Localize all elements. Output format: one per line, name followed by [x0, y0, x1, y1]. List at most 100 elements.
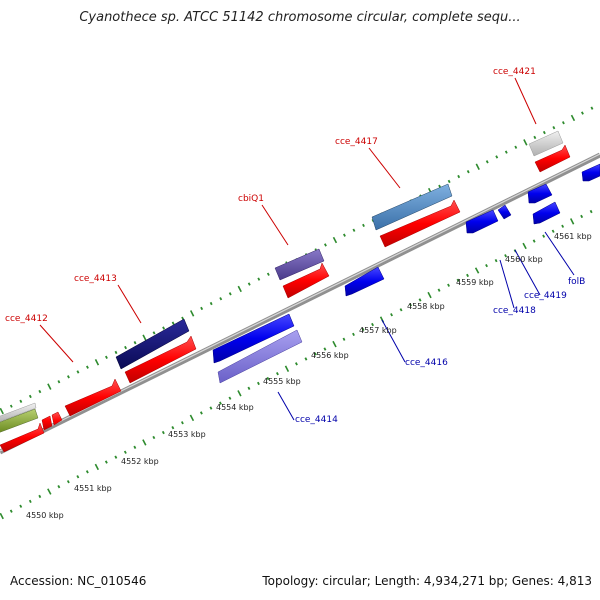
- tick-mark: [199, 411, 203, 415]
- tick-mark: [542, 234, 546, 238]
- tick-mark: [456, 278, 460, 283]
- kbp-labels: 4550 kbp 4551 kbp 4552 kbp 4553 kbp 4554…: [26, 232, 592, 520]
- tick-mark: [161, 430, 165, 435]
- feature-cce-4418-small[interactable]: [497, 204, 512, 220]
- tick-mark: [552, 125, 556, 130]
- kbp-label: 4561 kbp: [554, 232, 592, 241]
- tick-mark: [332, 340, 337, 348]
- label-cce-4421[interactable]: cce_4421: [493, 67, 536, 77]
- gene-labels: cce_4412 cce_4413 cbiQ1 cce_4417 cce_442…: [5, 67, 585, 425]
- kbp-label: 4551 kbp: [74, 484, 112, 493]
- kbp-label: 4557 kbp: [359, 326, 397, 335]
- tick-mark: [447, 179, 451, 184]
- tick-mark: [437, 288, 441, 292]
- kbp-label: 4560 kbp: [505, 255, 543, 264]
- kbp-label: 4554 kbp: [216, 403, 254, 412]
- tick-mark: [38, 389, 42, 394]
- feature-cce-4421[interactable]: [534, 144, 571, 173]
- feature-cce-4414-top[interactable]: [212, 313, 295, 364]
- tick-mark: [485, 160, 489, 164]
- feature-cce-4418[interactable]: [465, 209, 499, 234]
- tick-mark: [494, 259, 498, 263]
- tick-mark: [28, 499, 32, 503]
- tick-mark: [247, 386, 251, 391]
- tick-mark: [352, 228, 356, 232]
- tick-mark: [200, 306, 204, 311]
- label-cce-4412[interactable]: cce_4412: [5, 314, 48, 324]
- tick-mark: [457, 174, 461, 179]
- feature-olive[interactable]: [0, 408, 39, 433]
- tick-mark: [466, 169, 470, 174]
- tick-mark: [237, 285, 242, 293]
- tick-mark: [314, 352, 317, 356]
- tick-mark: [257, 277, 261, 281]
- feature-cce-4421-top[interactable]: [528, 130, 564, 157]
- label-cce-4413[interactable]: cce_4413: [74, 274, 117, 284]
- tick-mark: [180, 421, 184, 425]
- feature-red-small[interactable]: [41, 411, 63, 431]
- tick-mark: [399, 308, 403, 312]
- kbp-label: 4556 kbp: [311, 351, 349, 360]
- tick-mark: [94, 463, 100, 471]
- tick-mark: [551, 229, 555, 233]
- label-folb[interactable]: folB: [568, 277, 585, 287]
- tick-mark: [57, 380, 61, 384]
- kbp-label: 4555 kbp: [263, 377, 301, 386]
- chromosome-backbone: [0, 152, 600, 455]
- feature-grey-left[interactable]: [0, 402, 37, 423]
- tick-mark: [189, 310, 195, 317]
- tick-mark: [9, 404, 13, 408]
- tick-mark: [514, 145, 518, 149]
- kbp-label: 4559 kbp: [456, 278, 494, 287]
- feature-cce-4417[interactable]: [379, 199, 461, 248]
- feature-cce-4419[interactable]: [527, 183, 553, 204]
- feature-cbiq1-top[interactable]: [274, 248, 325, 281]
- feature-cce-4412[interactable]: [64, 378, 122, 417]
- tick-mark: [589, 209, 593, 214]
- tick-mark: [67, 375, 70, 379]
- label-cce-4418[interactable]: cce_4418: [493, 306, 536, 316]
- tick-mark: [323, 347, 327, 351]
- feature-cce-4414[interactable]: [217, 329, 303, 384]
- tick-mark: [152, 331, 156, 335]
- tick-mark: [209, 406, 213, 410]
- tick-mark: [76, 475, 80, 479]
- label-cce-4414[interactable]: cce_4414: [295, 415, 338, 425]
- tick-tracks: [0, 106, 594, 520]
- feature-cce-4413-top[interactable]: [115, 318, 190, 370]
- feature-right-edge[interactable]: [581, 163, 600, 182]
- tick-mark: [237, 390, 242, 397]
- tick-mark: [47, 488, 52, 495]
- tick-mark: [295, 362, 298, 366]
- feature-cbiq1[interactable]: [282, 262, 330, 299]
- feature-red-left[interactable]: [0, 422, 45, 453]
- tick-mark: [409, 303, 412, 307]
- tick-mark: [219, 401, 222, 405]
- feature-cce-4417-top[interactable]: [371, 183, 453, 231]
- label-cce-4417[interactable]: cce_4417: [335, 137, 378, 147]
- tick-mark: [209, 301, 213, 306]
- feature-cce-4413[interactable]: [124, 335, 197, 384]
- tick-mark: [142, 334, 147, 341]
- tick-mark: [362, 223, 365, 228]
- tick-mark: [266, 376, 270, 381]
- tick-mark: [19, 399, 23, 404]
- label-cce-4419[interactable]: cce_4419: [524, 291, 567, 301]
- label-cce-4416[interactable]: cce_4416: [405, 358, 448, 368]
- tick-mark: [561, 224, 565, 228]
- callout-lines: [39, 77, 575, 421]
- tick-mark: [0, 512, 4, 520]
- label-cbiq1[interactable]: cbiQ1: [238, 194, 264, 204]
- tick-mark: [76, 370, 80, 374]
- feature-cce-4416[interactable]: [344, 266, 385, 297]
- tick-mark: [57, 484, 61, 489]
- tick-mark: [427, 291, 432, 299]
- feature-folb[interactable]: [532, 201, 561, 225]
- tick-mark: [189, 414, 195, 422]
- tick-mark: [9, 509, 13, 513]
- tick-mark: [418, 298, 422, 302]
- tick-mark: [171, 425, 175, 430]
- tick-mark: [142, 439, 147, 446]
- tick-mark: [504, 254, 508, 258]
